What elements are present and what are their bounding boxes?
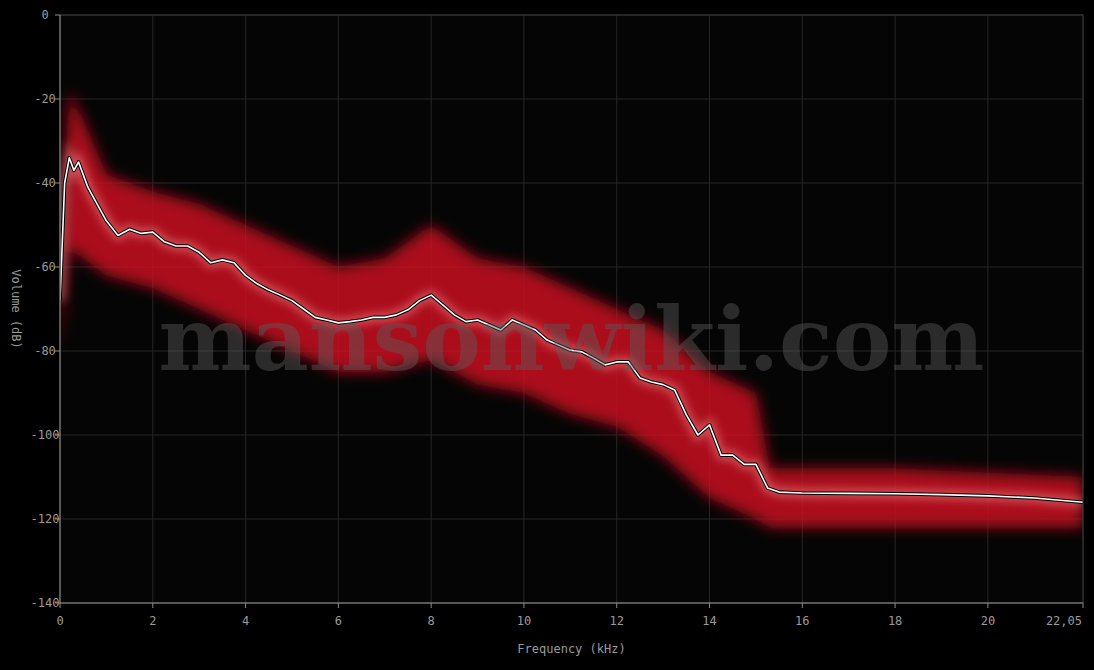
spectrum-band [60, 91, 1083, 528]
watermark: mansonwiki.com [159, 287, 985, 391]
x-tick-label: 10 [517, 614, 531, 628]
x-tick-label: 8 [428, 614, 435, 628]
plot-frame [60, 15, 1083, 603]
y-grid-line [60, 99, 1083, 100]
x-tick-label: 12 [610, 614, 624, 628]
line-glow [60, 158, 1083, 502]
y-tick-label: -120 [31, 512, 60, 526]
y-tick [55, 15, 60, 16]
x-axis-label: Frequency (kHz) [517, 642, 625, 656]
x-tick-label: 16 [795, 614, 809, 628]
x-tick-label: 4 [242, 614, 249, 628]
x-tick-label: 0 [56, 614, 63, 628]
x-tick-label: 2 [149, 614, 156, 628]
x-tick [60, 603, 61, 608]
page: {"chart_data": { "type": "line", "x_labe… [0, 0, 1094, 670]
x-axis [60, 603, 1083, 604]
x-tick-label: 18 [888, 614, 902, 628]
grid [60, 15, 1083, 603]
y-tick-label: -60 [34, 260, 56, 274]
x-tick [245, 603, 246, 608]
y-tick-label: -140 [31, 596, 60, 610]
x-tick [987, 603, 988, 608]
y-grid-line [60, 603, 1083, 604]
x-tick [523, 603, 524, 608]
x-tick [152, 603, 153, 608]
x-tick [338, 603, 339, 608]
background [0, 0, 1094, 670]
y-tick-label: -100 [31, 428, 60, 442]
y-axis [60, 15, 61, 603]
y-axis-label: Volume (dB) [9, 269, 23, 348]
y-tick-label: -20 [34, 92, 56, 106]
x-tick [431, 603, 432, 608]
x-tick [709, 603, 710, 608]
line [60, 158, 1083, 502]
x-tick-label: 6 [335, 614, 342, 628]
y-tick-label: -40 [34, 176, 56, 190]
y-grid-line [60, 435, 1083, 436]
x-tick [895, 603, 896, 608]
x-grid-line [60, 15, 61, 603]
plot-area [60, 15, 1083, 603]
x-tick-label: 20 [981, 614, 995, 628]
x-tick [1083, 603, 1084, 608]
x-tick [802, 603, 803, 608]
line-outline [60, 158, 1083, 502]
x-tick-label: 22,05 [1046, 614, 1082, 628]
x-grid-line [152, 15, 153, 603]
y-tick-label: 0 [41, 8, 48, 22]
chart: mansonwiki.com 0 2 4 6 8 10 12 14 16 18 20 22,05 0 -20… [0, 0, 1094, 670]
y-tick-label: -80 [34, 344, 56, 358]
y-grid-line [60, 183, 1083, 184]
x-tick [616, 603, 617, 608]
data-layer [60, 91, 1083, 528]
x-tick-label: 14 [702, 614, 716, 628]
